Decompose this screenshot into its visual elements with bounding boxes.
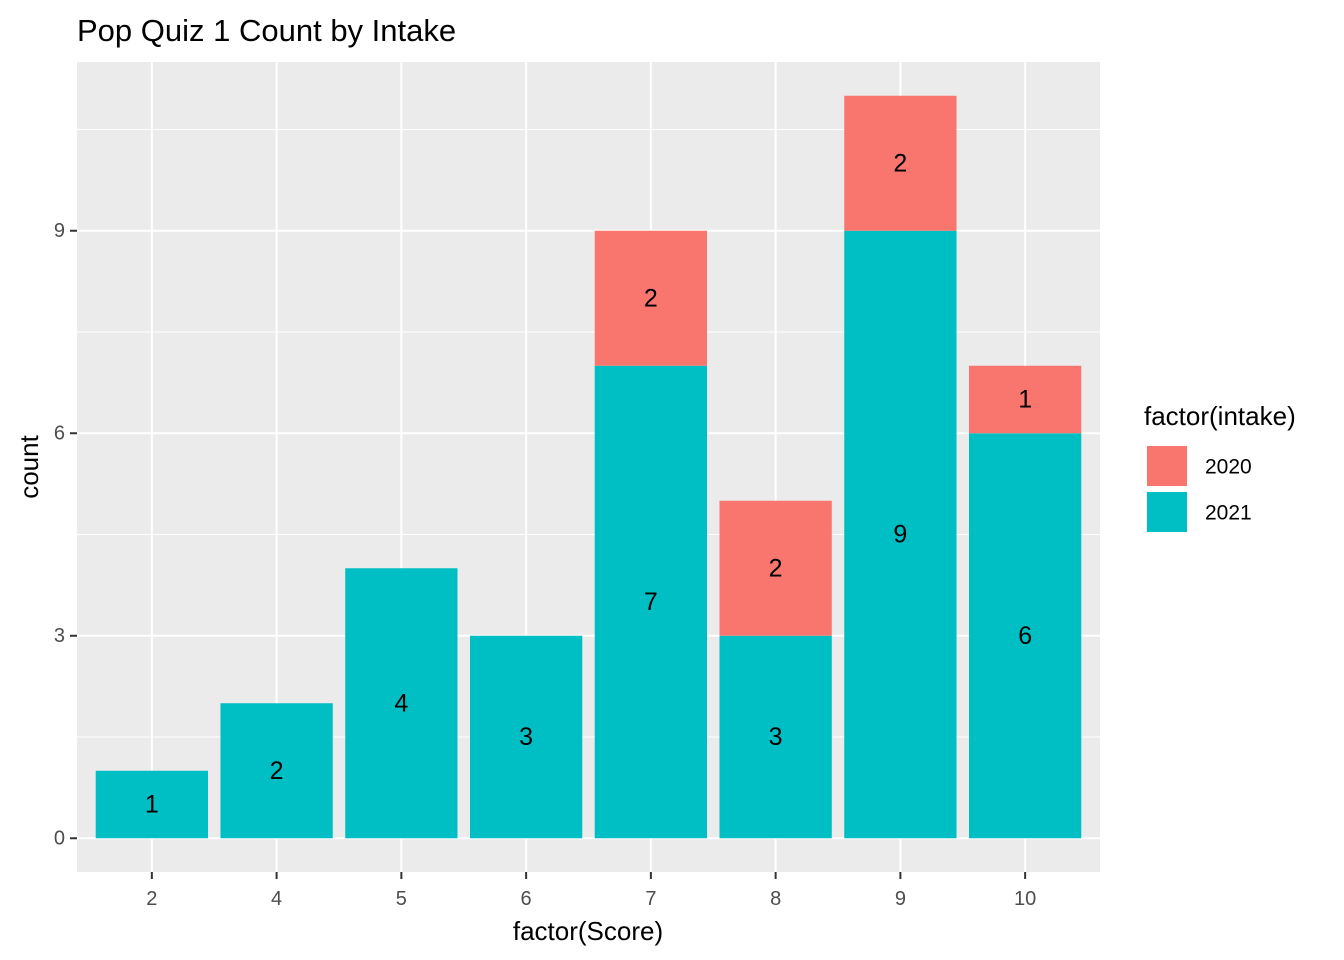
- bars: [95, 95, 1082, 839]
- legend-title: factor(intake): [1144, 401, 1296, 431]
- bar-label-8-2020: 2: [769, 554, 783, 582]
- bar-8-2020: [719, 500, 832, 636]
- bar-labels: 1 2 4 3 7 2 3 2 9 2 6 1: [145, 149, 1032, 818]
- bar-10-2021: [969, 433, 1082, 839]
- y-axis-title: count: [14, 434, 44, 498]
- bar-10-2020: [969, 365, 1082, 434]
- x-tick-label: 2: [146, 888, 157, 910]
- chart-title: Pop Quiz 1 Count by Intake: [77, 13, 456, 48]
- bar-label-8-2021: 3: [769, 723, 783, 751]
- y-axis: 0 3 6 9: [54, 220, 77, 849]
- bar-label-6-2021: 3: [519, 723, 533, 751]
- legend-label-2021: 2021: [1205, 502, 1252, 525]
- legend-swatch-2021: [1147, 492, 1187, 532]
- bar-4-2021: [220, 703, 333, 839]
- bar-7-2021: [594, 365, 708, 839]
- bar-label-5-2021: 4: [394, 689, 408, 717]
- x-tick-label: 10: [1014, 888, 1036, 910]
- legend-label-2020: 2020: [1205, 456, 1252, 479]
- bar-label-7-2020: 2: [644, 284, 658, 312]
- y-tick-label: 9: [54, 220, 65, 242]
- bar-label-10-2021: 6: [1018, 622, 1032, 650]
- bar-9-2021: [844, 230, 957, 839]
- bar-label-9-2020: 2: [893, 149, 907, 177]
- x-tick-label: 5: [396, 888, 407, 910]
- bar-5-2021: [345, 568, 458, 839]
- bar-label-7-2021: 7: [644, 588, 658, 616]
- bar-label-4-2021: 2: [270, 757, 284, 785]
- bar-2-2021: [95, 770, 208, 839]
- legend-swatch-2020: [1147, 446, 1187, 486]
- bar-label-2-2021: 1: [145, 791, 159, 819]
- x-axis-title: factor(Score): [513, 916, 663, 946]
- bar-label-9-2021: 9: [893, 521, 907, 549]
- x-tick-label: 7: [645, 888, 656, 910]
- bar-8-2021: [719, 635, 832, 839]
- y-tick-label: 0: [54, 827, 65, 849]
- bar-6-2021: [469, 635, 583, 839]
- x-axis: 2 4 5 6 7 8 9 10: [146, 872, 1036, 910]
- x-tick-label: 6: [521, 888, 532, 910]
- x-tick-label: 8: [770, 888, 781, 910]
- x-tick-label: 4: [271, 888, 282, 910]
- y-tick-label: 3: [54, 625, 65, 647]
- x-tick-label: 9: [895, 888, 906, 910]
- bar-9-2020: [844, 95, 957, 231]
- legend: factor(intake) 2020 2021: [1144, 401, 1296, 534]
- y-tick-label: 6: [54, 422, 65, 444]
- bar-7-2020: [594, 230, 708, 366]
- bar-label-10-2020: 1: [1018, 386, 1032, 414]
